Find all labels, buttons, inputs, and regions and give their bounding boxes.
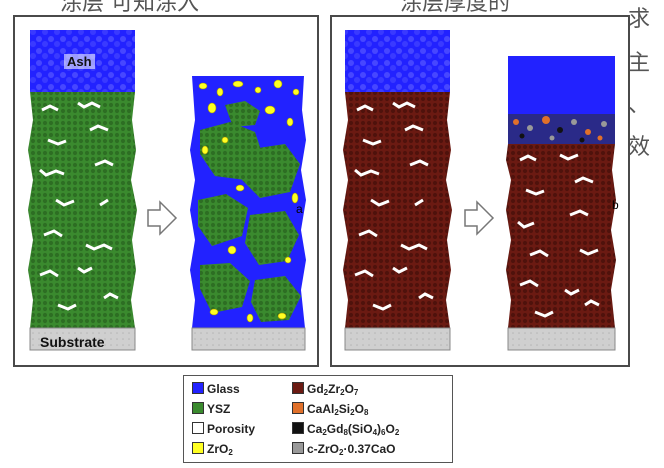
substrate-label: Substrate [40, 334, 105, 350]
f: O [344, 382, 354, 396]
s: 8 [343, 428, 348, 437]
legend-suffix: ·0.37CaO [343, 442, 396, 456]
f: O [354, 402, 364, 416]
legend-text: YSZ [207, 402, 231, 416]
legend-swatch [192, 442, 204, 454]
legend-text: Glass [207, 382, 240, 396]
s: 7 [353, 388, 359, 397]
legend-item-apatite: Ca2Gd8(SiO4)6O2 [292, 422, 399, 437]
legend-swatch [192, 402, 204, 414]
legend-swatch [192, 382, 204, 394]
ysz-remnants [198, 101, 301, 322]
f: Ca [307, 422, 323, 436]
substrate-2 [191, 327, 306, 351]
gzo-coating [343, 92, 452, 328]
f: Gd [326, 422, 344, 436]
porosity-marks-3 [517, 153, 600, 318]
legend-swatch [292, 442, 304, 454]
legend-item-zro2: ZrO2 [192, 442, 233, 457]
f: CaAl [307, 402, 335, 416]
arrow-right-icon [147, 200, 178, 236]
legend-sub: 2 [339, 448, 344, 457]
legend-item-glass: Glass [192, 382, 240, 396]
bg-text-1: 涂层 可知涂入 [60, 0, 199, 16]
s: 2 [323, 388, 329, 397]
substrate-4 [507, 327, 616, 351]
f: Gd [307, 382, 324, 396]
bg-text-col-2: 主 [628, 51, 651, 76]
bg-text-col-4: 效 [628, 135, 651, 160]
s: 2 [322, 428, 327, 437]
f: ) [377, 422, 382, 436]
ash-label: Ash [64, 54, 95, 69]
s: 8 [363, 408, 369, 417]
s: 2 [394, 428, 400, 437]
bg-text-col-3: 、 [628, 93, 651, 118]
legend-sub: 2 [228, 448, 233, 457]
legend-item-porosity: Porosity [192, 422, 255, 436]
ash-layer-2 [345, 30, 450, 92]
porosity-marks-2 [354, 101, 434, 311]
s: 2 [334, 408, 339, 417]
bg-text-2: 涂层厚度的 [400, 0, 511, 16]
zro2-particles [198, 79, 300, 323]
reaction-particles [513, 116, 607, 143]
bg-text-col-1: 求 [628, 7, 651, 32]
legend-text: ZrO [207, 442, 229, 456]
arrow-right-icon-2 [464, 200, 495, 236]
porosity-marks [39, 101, 119, 311]
s: 2 [340, 388, 345, 397]
legend-item-czro2: c-ZrO2·0.37CaO [292, 442, 396, 457]
legend-item-caal2si2o8: CaAl2Si2O8 [292, 402, 368, 417]
f: Si [338, 402, 351, 416]
substrate-3 [344, 327, 451, 351]
panel-tag-a: a [296, 202, 303, 216]
f: Zr [328, 382, 341, 396]
legend-swatch [192, 422, 204, 434]
f: O [385, 422, 395, 436]
panel-tag-b: b [612, 198, 619, 212]
s: 6 [381, 428, 386, 437]
legend-text: Porosity [207, 422, 256, 436]
legend-item-ysz: YSZ [192, 402, 230, 416]
legend-text: c-ZrO [307, 442, 340, 456]
legend-swatch [292, 382, 304, 394]
s: 2 [350, 408, 355, 417]
legend-swatch [292, 402, 304, 414]
glass-layer [508, 56, 615, 114]
s: 4 [372, 428, 378, 437]
gzo-coating-2 [506, 144, 616, 328]
f: (SiO [347, 422, 373, 436]
legend: Glass YSZ Porosity ZrO2 Gd2Zr2O7 CaAl2Si… [183, 375, 453, 463]
legend-swatch [292, 422, 304, 434]
legend-item-gzo: Gd2Zr2O7 [292, 382, 358, 397]
substrate-1 [29, 327, 136, 351]
ysz-coating [28, 92, 137, 328]
